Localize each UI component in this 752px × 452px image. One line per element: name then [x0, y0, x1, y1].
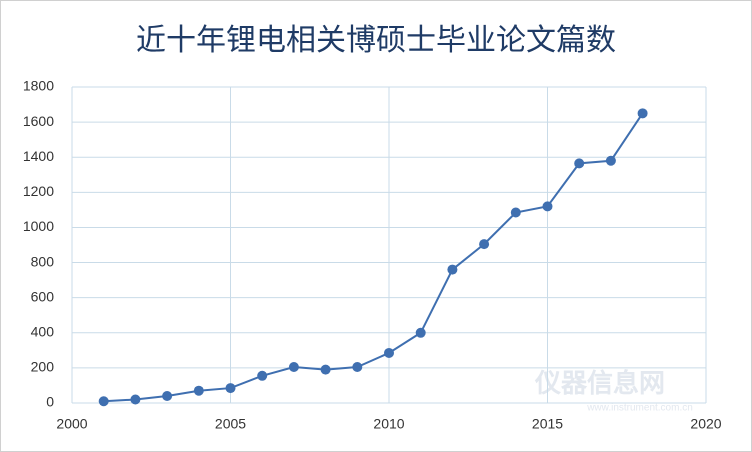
x-tick-label: 2015 [532, 416, 563, 432]
data-point [257, 370, 268, 381]
data-point [288, 362, 299, 373]
x-tick-label: 2020 [690, 416, 721, 432]
chart-title: 近十年锂电相关博硕士毕业论文篇数 [136, 23, 616, 58]
data-point [637, 108, 648, 119]
y-tick-label: 600 [31, 288, 55, 304]
y-tick-label: 1200 [23, 183, 54, 199]
data-point [162, 390, 173, 401]
x-tick-label: 2000 [56, 416, 87, 432]
data-point [542, 201, 553, 212]
y-tick-label: 1600 [23, 113, 54, 129]
y-tick-label: 1400 [23, 148, 54, 164]
data-point [352, 362, 363, 373]
data-point [130, 394, 141, 405]
y-tick-label: 800 [31, 253, 55, 269]
data-point [510, 207, 521, 218]
y-tick-label: 400 [31, 323, 55, 339]
data-point [193, 385, 204, 396]
data-point [225, 383, 236, 394]
x-tick-label: 2005 [215, 416, 246, 432]
data-point [479, 239, 490, 250]
data-point [384, 347, 394, 358]
y-tick-label: 1800 [23, 78, 54, 94]
y-tick-label: 200 [31, 359, 55, 375]
watermark: 仪器信息网 [534, 368, 665, 398]
data-line [103, 112, 644, 403]
data-point [98, 396, 109, 407]
watermark: www.instrument.com.cn [586, 403, 693, 414]
y-tick-label: 0 [46, 394, 54, 410]
data-point [605, 155, 616, 166]
data-point [415, 327, 426, 338]
data-point [320, 364, 331, 375]
y-tick-label: 1000 [23, 218, 54, 234]
data-point [574, 158, 585, 169]
data-point [447, 264, 458, 275]
x-tick-label: 2010 [373, 416, 404, 432]
